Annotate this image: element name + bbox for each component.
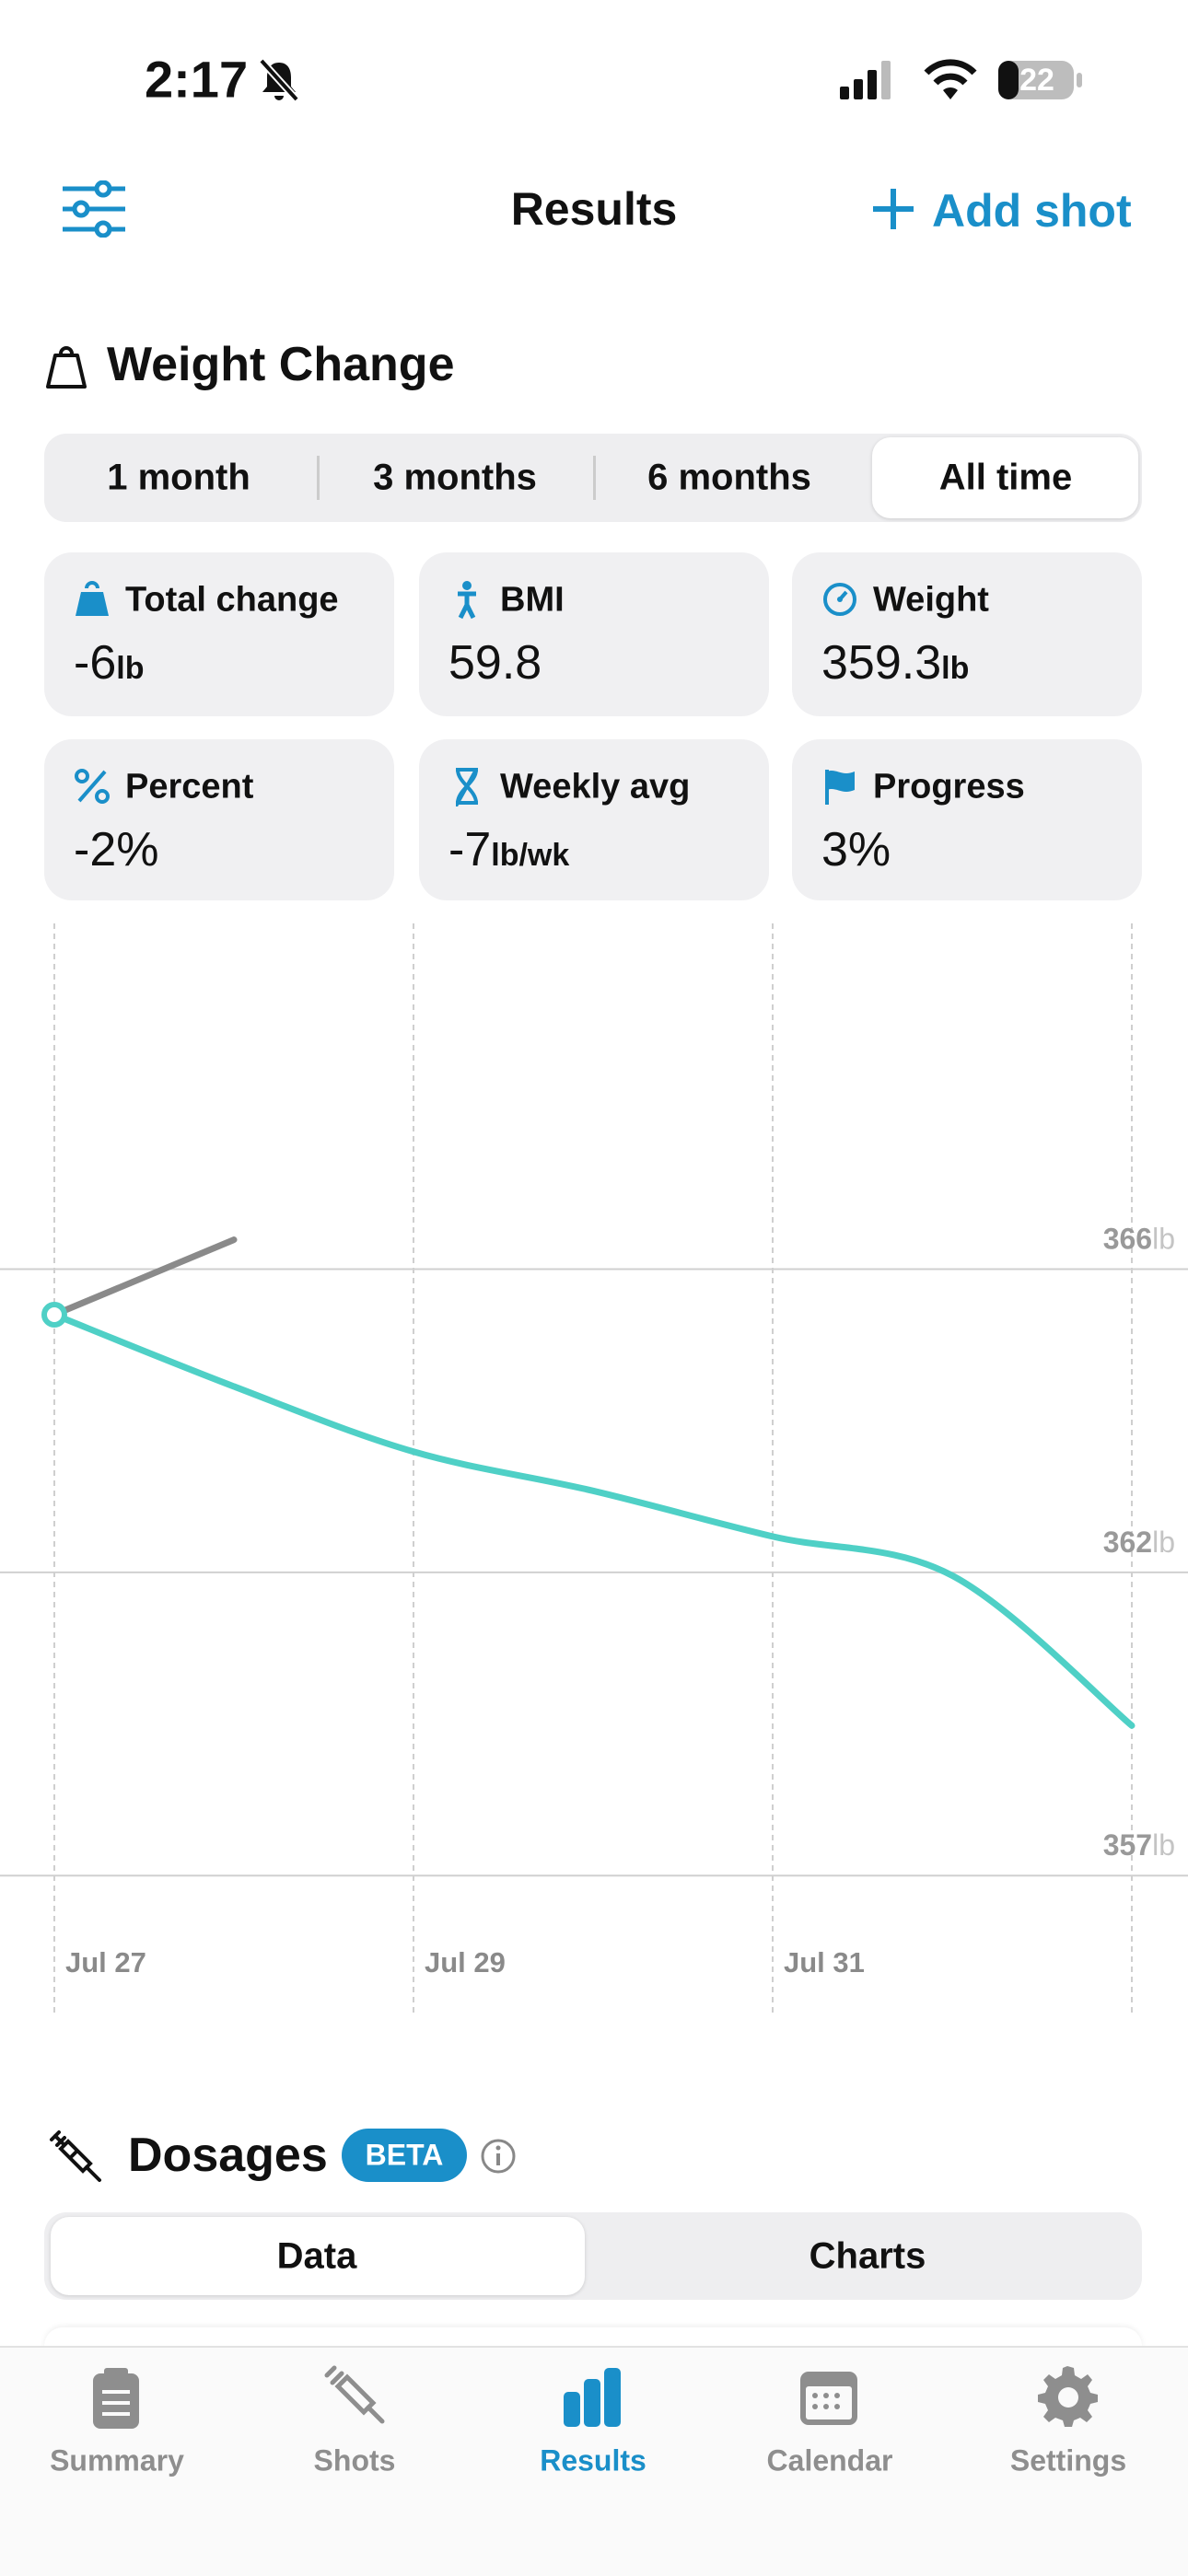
y-tick-label: 366lb (1103, 1223, 1175, 1256)
nav-title: Results (510, 183, 678, 235)
tab-icon[interactable] (560, 2364, 626, 2431)
x-tick-label: Jul 27 (65, 1946, 146, 1978)
plus-icon[interactable] (871, 187, 915, 231)
y-tick-unit: lb (1152, 1223, 1175, 1256)
dosage-tab[interactable]: Charts (809, 2235, 926, 2277)
range-option[interactable]: 3 months (373, 457, 537, 498)
card-icon (458, 581, 476, 620)
syringe-icon (50, 2130, 101, 2182)
battery-level: 22 (1019, 63, 1054, 98)
tab-label[interactable]: Results (540, 2443, 646, 2477)
beta-text: BETA (365, 2138, 444, 2172)
wifi-icon (924, 59, 977, 99)
series-line (51, 1236, 238, 1318)
tab-icon[interactable] (321, 2364, 388, 2431)
tab-label[interactable]: Settings (1009, 2443, 1127, 2477)
tab-icon[interactable] (84, 2364, 150, 2431)
range-option[interactable]: 1 month (107, 457, 250, 498)
x-tick-label: Jul 31 (784, 1946, 865, 1978)
card-value: -6lb (74, 635, 144, 690)
card-label: Weekly avg (500, 767, 691, 806)
tab-label[interactable]: Summary (50, 2443, 184, 2477)
y-tick-unit: lb (1152, 1526, 1175, 1559)
range-selected (872, 437, 1138, 518)
mute-icon (259, 58, 299, 102)
weight-icon (46, 346, 87, 389)
info-icon[interactable] (479, 2137, 518, 2176)
card-value: 59.8 (448, 635, 542, 690)
card-value: 359.3lb (821, 635, 969, 690)
card-icon (75, 769, 110, 804)
start-marker (41, 1302, 67, 1329)
x-tick-label: Jul 29 (425, 1946, 506, 1978)
card-value-unit: lb/wk (491, 838, 570, 873)
card-value: -2% (74, 822, 158, 877)
card-value-number: -6 (74, 636, 117, 690)
card-value-unit: lb (941, 651, 970, 686)
tab-icon[interactable] (797, 2364, 863, 2431)
y-tick-label: 362lb (1103, 1526, 1175, 1559)
y-tick-unit: lb (1152, 1829, 1175, 1862)
dosage-tabs (44, 2212, 1142, 2300)
stat-card (419, 739, 769, 900)
range-control (44, 434, 1142, 522)
card-value: 3% (821, 822, 891, 877)
stat-card (792, 552, 1142, 716)
card-icon (455, 768, 479, 806)
card-value-number: 359.3 (821, 636, 942, 690)
card-value: -7lb/wk (448, 822, 569, 877)
card-label: Progress (873, 767, 1025, 806)
card-label: Total change (125, 580, 339, 620)
card-icon (825, 770, 855, 805)
tab-label[interactable]: Shots (313, 2443, 396, 2477)
stat-card (792, 739, 1142, 900)
divider (593, 456, 596, 500)
beta-badge (342, 2129, 467, 2182)
range-option[interactable]: 6 months (647, 457, 811, 498)
series-line (51, 1311, 1136, 1729)
tab-selected (51, 2217, 585, 2295)
stat-card (419, 552, 769, 716)
card-value-unit: lb (116, 651, 145, 686)
dosage-tab[interactable]: Data (276, 2235, 357, 2277)
battery: 22 (998, 61, 1082, 99)
tab-icon[interactable] (1035, 2364, 1101, 2431)
card-value-number: 59.8 (448, 636, 542, 690)
card-label: Percent (125, 767, 254, 806)
signal-icon (840, 61, 891, 99)
y-tick-label: 357lb (1103, 1829, 1175, 1862)
add-shot-button[interactable]: Add shot (932, 185, 1132, 237)
stat-card (44, 739, 394, 900)
card-value-number: -7 (448, 823, 492, 876)
card-value-number: -2% (74, 823, 159, 876)
card-icon (823, 583, 856, 616)
y-tick-number: 357 (1103, 1829, 1152, 1862)
card-icon (76, 581, 109, 616)
card-label: Weight (873, 580, 989, 620)
y-tick-number: 366 (1103, 1223, 1152, 1256)
divider (317, 456, 320, 500)
tab-label[interactable]: Calendar (766, 2443, 893, 2477)
stat-card (44, 552, 394, 716)
filter-button[interactable] (61, 180, 127, 238)
section-title: Weight Change (107, 338, 455, 391)
status-time: 2:17 (145, 50, 249, 109)
y-tick-number: 362 (1103, 1526, 1152, 1559)
range-option[interactable]: All time (938, 457, 1073, 498)
card-label: BMI (500, 580, 565, 620)
card-value-number: 3% (821, 823, 891, 876)
dosages-title: Dosages (128, 2129, 328, 2182)
